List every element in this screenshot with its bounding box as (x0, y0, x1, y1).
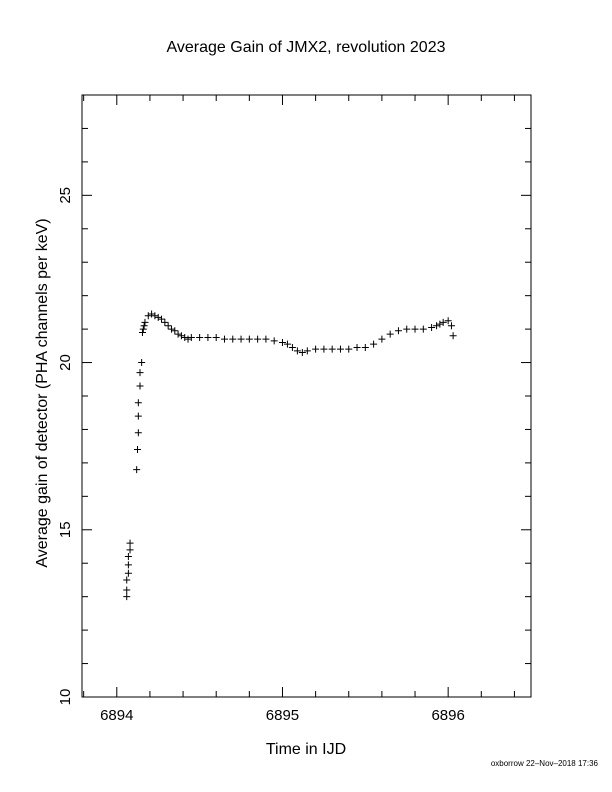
data-point (154, 313, 162, 321)
data-point (245, 335, 253, 343)
data-point (262, 335, 270, 343)
data-point (312, 345, 320, 353)
data-point (140, 322, 148, 330)
data-point (278, 338, 286, 346)
data-point (123, 593, 131, 601)
data-point (328, 345, 336, 353)
data-point (138, 359, 146, 367)
data-point (298, 349, 306, 357)
data-point (151, 312, 159, 320)
data-point (411, 325, 419, 333)
x-tick-label: 6896 (431, 707, 464, 724)
data-point (148, 310, 156, 318)
data-point (134, 412, 142, 420)
data-point (447, 322, 455, 330)
data-point (403, 325, 411, 333)
data-points (123, 310, 457, 601)
axis-tick-labels: 6894 6895 6896 10 15 20 25 (57, 187, 465, 724)
data-point (254, 335, 262, 343)
data-point (134, 446, 142, 454)
data-point (139, 325, 147, 333)
plot-frame (81, 94, 532, 698)
data-point (133, 466, 141, 474)
y-axis-label: Average gain of detector (PHA channels p… (34, 218, 51, 567)
y-tick-label: 10 (57, 689, 74, 706)
y-tick-label: 25 (57, 187, 74, 204)
axis-ticks (82, 94, 531, 698)
data-point (288, 344, 296, 352)
x-axis-label: Time in IJD (266, 741, 346, 758)
data-point (187, 333, 195, 341)
data-point (184, 335, 192, 343)
data-point (134, 399, 142, 407)
credit-line: oxborrow 22–Nov–2018 17:36 (490, 759, 598, 768)
data-point (134, 429, 142, 437)
data-point (126, 539, 134, 547)
data-point (370, 340, 378, 348)
data-point (293, 347, 301, 355)
data-point (336, 345, 344, 353)
x-tick-label: 6894 (100, 707, 133, 724)
data-point (196, 333, 204, 341)
data-point (428, 323, 436, 331)
data-point (167, 325, 175, 333)
data-point (345, 345, 353, 353)
data-point (171, 327, 179, 335)
data-point (433, 322, 441, 330)
data-point (444, 317, 452, 325)
data-point (270, 337, 278, 345)
data-point (164, 322, 172, 330)
data-point (283, 340, 291, 348)
y-tick-label: 20 (57, 354, 74, 371)
data-point (212, 333, 220, 341)
data-point (237, 335, 245, 343)
data-point (320, 345, 328, 353)
data-point (394, 327, 402, 335)
data-point (138, 328, 146, 336)
data-point (136, 382, 144, 390)
data-point (353, 344, 361, 352)
data-point (220, 335, 228, 343)
data-point (141, 318, 149, 326)
data-point (124, 553, 132, 561)
data-point (439, 318, 447, 326)
data-point (124, 561, 132, 569)
data-point (449, 332, 457, 340)
data-point (361, 344, 369, 352)
data-point (136, 369, 144, 377)
data-point (144, 312, 152, 320)
data-point (174, 330, 182, 338)
x-tick-label: 6895 (266, 707, 299, 724)
data-point (436, 320, 444, 328)
chart-title: Average Gain of JMX2, revolution 2023 (167, 39, 446, 56)
data-point (123, 576, 131, 584)
data-point (378, 335, 386, 343)
data-point (303, 347, 311, 355)
data-point (158, 315, 166, 323)
data-point (126, 546, 134, 554)
data-point (161, 318, 169, 326)
data-point (181, 333, 189, 341)
data-point (229, 335, 237, 343)
data-point (177, 332, 185, 340)
data-point (123, 586, 131, 594)
data-point (204, 333, 212, 341)
data-point (124, 569, 132, 577)
y-tick-label: 15 (57, 521, 74, 538)
data-point (419, 325, 427, 333)
data-point (386, 330, 394, 338)
